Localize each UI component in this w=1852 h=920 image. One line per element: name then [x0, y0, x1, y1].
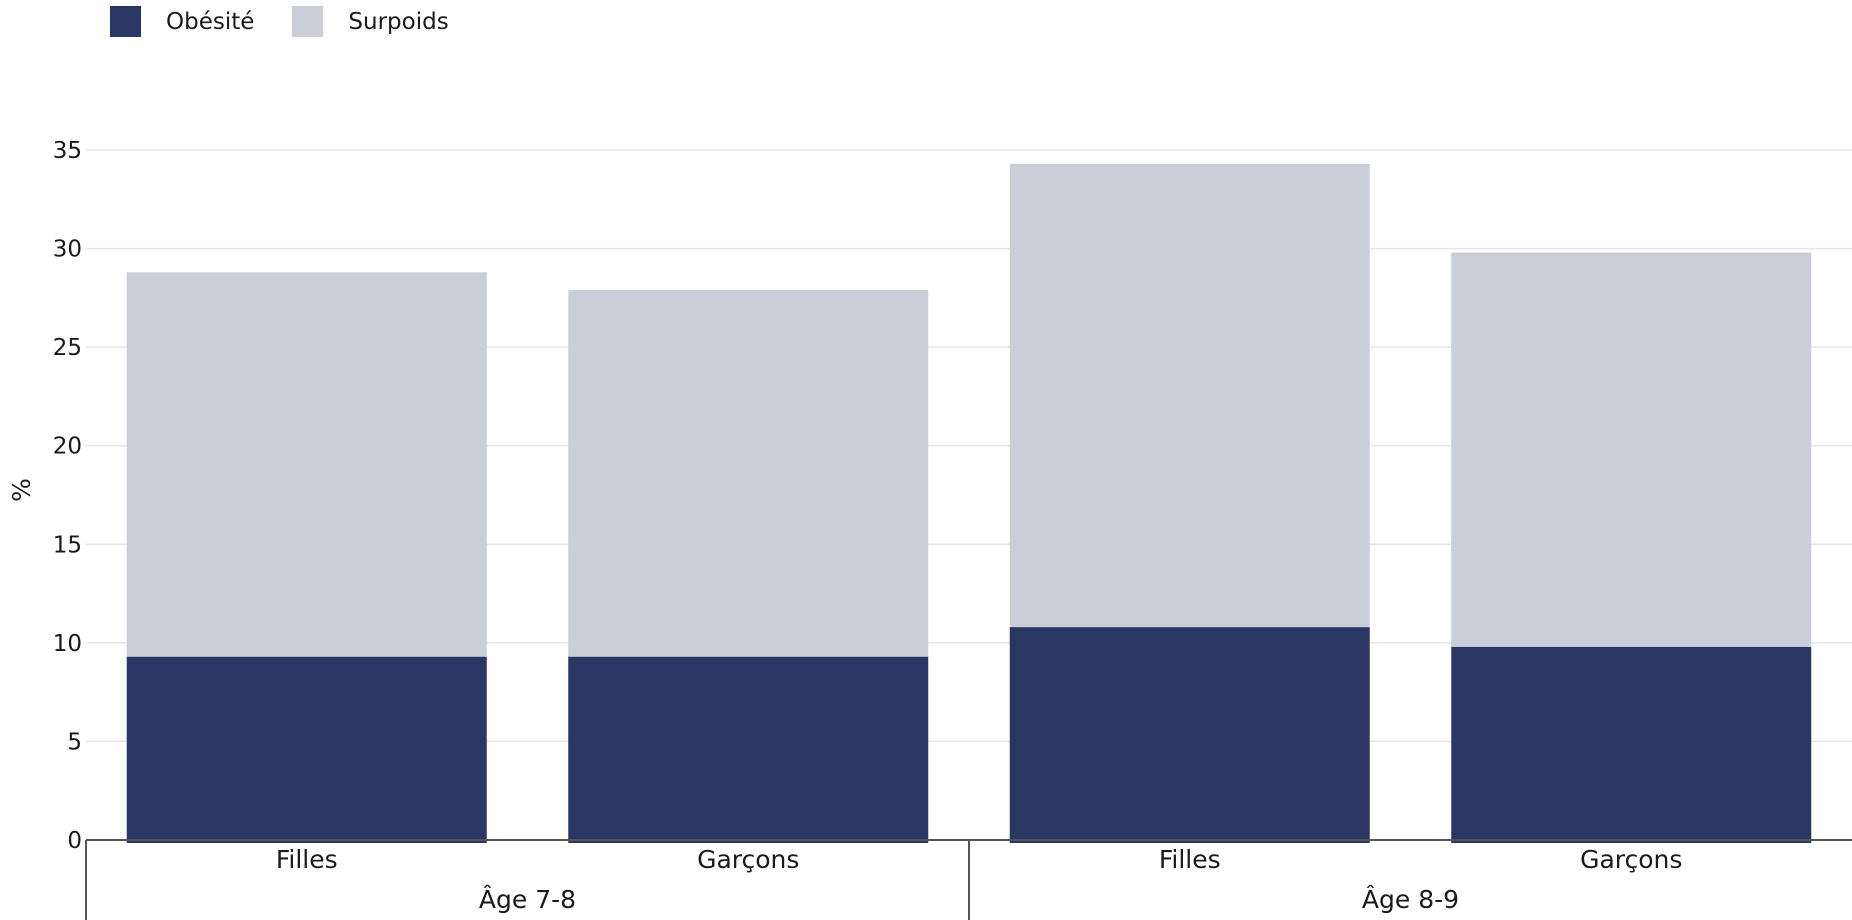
legend-item-surpoids[interactable]: Surpoids — [292, 6, 449, 37]
bar-surpoids-1 — [568, 289, 929, 657]
legend-swatch-surpoids — [292, 6, 324, 37]
x-tick-label-1: Garçons — [697, 845, 799, 874]
y-tick-label-35: 35 — [53, 138, 82, 164]
y-tick-label-15: 15 — [53, 532, 82, 558]
y-tick-label-0: 0 — [67, 828, 82, 854]
y-tick-label-5: 5 — [67, 729, 82, 755]
legend-label-surpoids: Surpoids — [348, 8, 449, 35]
legend-item-obesite[interactable]: Obésité — [110, 6, 254, 37]
bar-surpoids-0 — [126, 272, 487, 657]
y-tick-label-20: 20 — [53, 434, 82, 460]
group-label-0: Âge 7-8 — [479, 885, 576, 914]
legend-label-obesite: Obésité — [166, 8, 255, 35]
axes — [85, 839, 1852, 920]
legend: Obésité Surpoids — [110, 6, 487, 37]
bar-surpoids-3 — [1451, 252, 1812, 647]
x-tick-label-0: Filles — [276, 845, 338, 874]
bar-obesite-3 — [1451, 646, 1812, 843]
bar-obesite-2 — [1009, 627, 1370, 843]
bar-obesite-1 — [568, 656, 929, 843]
y-tick-label-25: 25 — [53, 335, 82, 361]
x-tick-label-2: Filles — [1159, 845, 1221, 874]
x-tick-label-3: Garçons — [1580, 845, 1682, 874]
y-axis-title: % — [7, 478, 36, 502]
bar-obesite-0 — [126, 656, 487, 843]
bars — [126, 163, 1812, 843]
y-tick-label-30: 30 — [53, 237, 82, 263]
group-label-1: Âge 8-9 — [1362, 885, 1459, 914]
y-tick-label-10: 10 — [53, 631, 82, 657]
legend-swatch-obesite — [110, 6, 141, 37]
labels: 0 5 10 15 20 25 30 35% Filles Garçons Filles Garçon… — [7, 138, 1682, 914]
bar-surpoids-2 — [1009, 163, 1370, 628]
